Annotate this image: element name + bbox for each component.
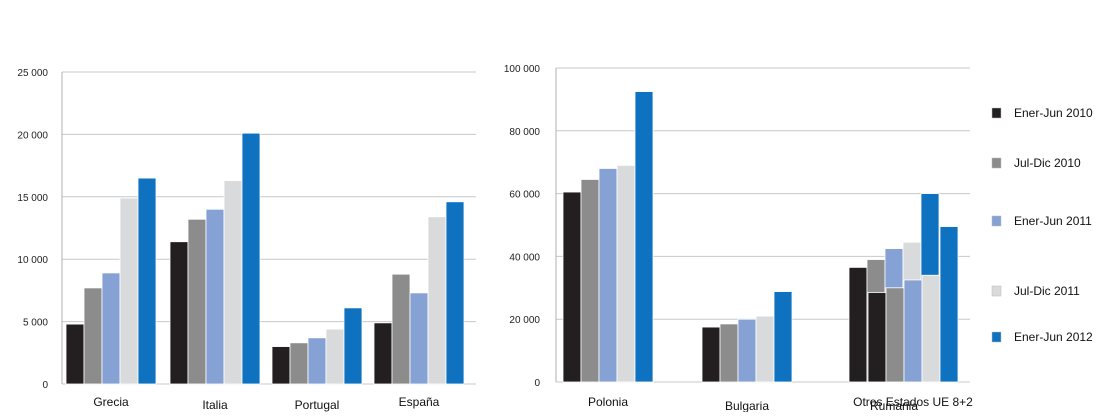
x-tick-label: Otros Estados UE 8+2	[853, 395, 973, 409]
bar	[921, 274, 941, 383]
bar	[409, 292, 429, 385]
x-tick-label: España	[399, 395, 440, 409]
y-tick-label: 40 000	[509, 252, 540, 263]
bar	[187, 218, 207, 385]
x-tick-label: Bulgaria	[725, 399, 769, 412]
x-tick-label: Polonia	[588, 395, 628, 409]
y-tick-label: 60 000	[509, 190, 540, 201]
legend-swatch	[991, 215, 1002, 227]
bar	[65, 323, 85, 385]
x-tick-label: Rumania	[870, 399, 918, 412]
legend-label: Jul-Dic 2010	[1014, 156, 1081, 170]
bar	[773, 291, 793, 383]
bar	[701, 326, 721, 383]
bar	[101, 272, 121, 385]
bar	[903, 279, 923, 383]
legend-label: Jul-Dic 2011	[1014, 284, 1080, 298]
x-tick-label: Grecia	[93, 395, 129, 409]
y-tick-label: 5 000	[23, 318, 48, 329]
legend-swatch	[991, 285, 1002, 297]
bar	[885, 287, 905, 383]
y-tick-label: 0	[42, 380, 48, 391]
bar	[867, 292, 887, 383]
bar	[223, 180, 243, 385]
bar	[634, 91, 654, 383]
x-tick-label: Portugal	[295, 398, 340, 412]
chart-2: 0 20 000 40 000 60 000 80 000 100 000 Polonia B…	[504, 64, 973, 413]
y-tick-label: 25 000	[17, 68, 48, 79]
y-tick-label: 0	[534, 378, 540, 389]
bar	[373, 322, 393, 385]
bar	[616, 164, 636, 383]
bar	[343, 307, 363, 385]
legend-label: Ener-Jun 2012	[1014, 330, 1093, 344]
bar	[737, 318, 757, 383]
bar	[205, 208, 225, 385]
bar	[719, 323, 739, 383]
bar	[289, 342, 309, 385]
bar	[307, 337, 327, 385]
legend-swatch	[991, 157, 1002, 169]
bar	[325, 328, 345, 385]
y-tick-label: 15 000	[17, 193, 48, 204]
legend-label: Ener-Jun 2010	[1014, 106, 1093, 120]
legend-swatch	[991, 331, 1002, 343]
bar	[391, 273, 411, 385]
y-tick-label: 20 000	[509, 315, 540, 326]
bar	[598, 168, 618, 383]
bar	[137, 177, 157, 385]
x-tick-label: Italia	[202, 398, 228, 412]
bar	[241, 132, 261, 385]
bar	[848, 266, 868, 383]
legend: Ener-Jun 2010 Jul-Dic 2010 Ener-Jun 2011 Ju…	[991, 106, 1093, 344]
y-tick-label: 20 000	[17, 130, 48, 141]
legend-swatch	[991, 107, 1002, 119]
bar	[562, 191, 582, 383]
y-tick-label: 80 000	[509, 127, 540, 138]
chart-1: 0 5 000 10 000 15 000 20 000 25 000 Grecia Ital…	[17, 68, 476, 412]
bar	[755, 315, 775, 383]
bar	[271, 346, 291, 385]
bar	[939, 226, 959, 383]
bar	[427, 216, 447, 385]
bar	[169, 241, 189, 385]
bar	[83, 287, 103, 385]
y-tick-label: 100 000	[504, 64, 541, 75]
bar	[119, 197, 139, 385]
bar	[445, 201, 465, 385]
y-tick-label: 10 000	[17, 255, 48, 266]
legend-label: Ener-Jun 2011	[1014, 214, 1092, 228]
bar	[580, 179, 600, 383]
